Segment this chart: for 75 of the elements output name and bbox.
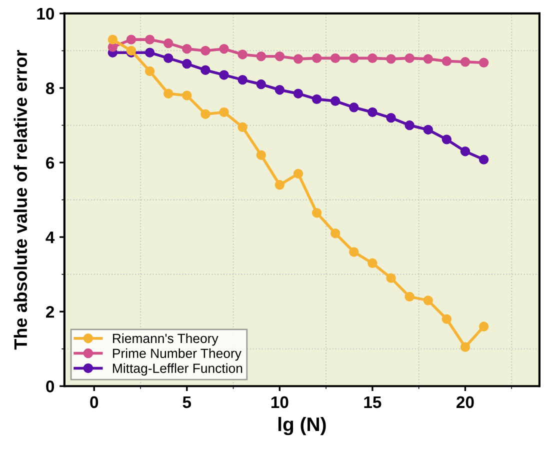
point [423,124,433,135]
y-tick-label: 8 [46,82,54,94]
y-tick-label: 0 [46,380,54,392]
point [274,85,285,95]
x-tick-label: 15 [364,396,382,408]
point [460,342,470,352]
point [330,96,340,106]
point [312,208,322,218]
y-tick-label: 2 [46,306,54,318]
point [163,38,174,48]
point [293,88,304,98]
point [386,273,396,283]
point [349,102,359,112]
point [182,58,192,69]
legend-label: Mittag-Leffler Function [113,363,242,376]
point [182,90,192,100]
point [312,94,322,104]
point [478,322,489,332]
point [126,34,136,44]
point [144,66,155,76]
y-tick-label: 4 [46,232,55,244]
point [182,44,192,54]
point [404,120,414,130]
legend-label: Riemann's Theory [113,333,218,346]
point [460,146,470,156]
legend-label: Prime Number Theory [113,348,242,361]
point [349,247,359,257]
point [404,292,414,302]
point [200,65,210,75]
point [144,34,155,44]
x-axis-title: lg (N) [278,416,326,436]
point [442,56,452,66]
point [312,53,322,64]
x-tick-label: 10 [271,396,288,408]
point [293,168,304,179]
point [219,70,229,80]
point [219,107,229,118]
point [442,134,452,144]
point [274,51,285,62]
y-axis-title: The absolute value of relative error [14,50,28,350]
point [293,54,304,64]
x-tick-label: 20 [456,396,474,408]
x-tick-label: 5 [182,396,192,408]
point [386,112,396,123]
point [256,150,266,160]
point [368,53,378,64]
y-tick-label: 6 [46,156,54,169]
point [256,51,266,62]
point [144,48,155,58]
x-tick-label: 0 [90,396,98,408]
point [368,107,378,118]
point [423,54,433,64]
point [460,57,470,67]
point [219,44,229,54]
point [256,79,266,90]
point [238,50,248,60]
point [330,228,340,238]
point [163,53,174,64]
point [349,53,359,64]
point [200,109,210,119]
point [386,54,396,64]
point [404,53,414,64]
point [478,58,489,68]
point [442,314,452,324]
point [238,74,248,85]
point [238,122,248,132]
y-tick-label: 10 [37,8,54,20]
point [478,154,489,164]
point [423,296,433,306]
point [368,258,378,268]
point [108,34,118,44]
point [330,53,340,64]
point [163,88,174,98]
point [200,46,210,56]
point [274,180,285,190]
